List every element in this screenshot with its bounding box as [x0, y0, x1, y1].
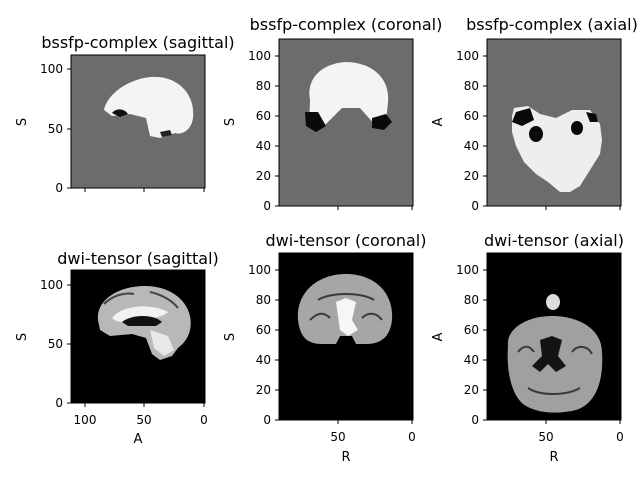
y-tick: 0 — [471, 199, 487, 213]
y-tick: 80 — [256, 79, 279, 93]
x-tick-label: 0 — [408, 430, 416, 444]
y-tick: 60 — [256, 323, 279, 337]
y-tick: 100 — [456, 49, 487, 63]
y-tick: 40 — [256, 139, 279, 153]
y-tick-label: 100 — [40, 62, 63, 76]
panel-title: dwi-tensor (coronal) — [266, 231, 427, 250]
y-tick-label: 60 — [256, 323, 271, 337]
panel-dwi-axial: dwi-tensor (axial) A R 0 20 40 60 80 100… — [431, 231, 624, 465]
y-tick: 80 — [256, 293, 279, 307]
y-tick: 50 — [48, 122, 71, 136]
y-tick-label: 20 — [464, 169, 479, 183]
bright-spot — [546, 294, 560, 310]
y-tick: 50 — [48, 337, 71, 351]
y-tick: 20 — [464, 169, 487, 183]
x-tick: 50 — [136, 403, 151, 427]
y-tick-label: 60 — [464, 109, 479, 123]
y-tick: 20 — [256, 383, 279, 397]
y-tick-label: 50 — [48, 337, 63, 351]
x-tick-label: 100 — [74, 413, 97, 427]
y-tick: 100 — [456, 263, 487, 277]
y-axis-label: A — [431, 117, 446, 126]
x-axis-label: A — [134, 432, 143, 447]
panel-bssfp-sagittal: bssfp-complex (sagittal) S 0 50 100 — [15, 33, 235, 195]
y-tick: 0 — [55, 181, 71, 195]
y-tick-label: 0 — [55, 181, 63, 195]
y-tick: 0 — [55, 396, 71, 410]
y-tick: 20 — [464, 383, 487, 397]
panel-title: bssfp-complex (sagittal) — [41, 33, 234, 52]
y-tick: 60 — [464, 109, 487, 123]
y-tick: 40 — [464, 353, 487, 367]
panel-title: dwi-tensor (axial) — [484, 231, 624, 250]
y-tick-label: 20 — [256, 383, 271, 397]
y-tick-label: 100 — [248, 263, 271, 277]
y-tick-label: 40 — [256, 353, 271, 367]
x-tick-label: 50 — [136, 413, 151, 427]
y-tick-label: 40 — [256, 139, 271, 153]
y-tick-label: 50 — [48, 122, 63, 136]
x-tick: 50 — [538, 420, 553, 444]
x-tick: 0 — [200, 403, 208, 427]
x-tick: 100 — [74, 403, 97, 427]
y-tick: 100 — [248, 263, 279, 277]
y-tick: 100 — [248, 49, 279, 63]
x-tick-label: 0 — [200, 413, 208, 427]
panel-title: bssfp-complex (axial) — [466, 15, 638, 34]
y-axis-label: S — [223, 333, 238, 341]
x-tick: 50 — [330, 420, 345, 444]
y-tick: 80 — [464, 79, 487, 93]
y-tick: 40 — [256, 353, 279, 367]
x-tick-label: 50 — [538, 430, 553, 444]
y-tick-label: 0 — [263, 199, 271, 213]
panel-title: bssfp-complex (coronal) — [250, 15, 443, 34]
y-tick: 60 — [256, 109, 279, 123]
panel-bssfp-coronal: bssfp-complex (coronal) S 0 20 40 60 80 … — [223, 15, 442, 213]
y-tick-label: 100 — [40, 278, 63, 292]
y-axis-label: A — [431, 332, 446, 341]
x-axis-label: R — [341, 450, 350, 465]
y-tick: 20 — [256, 169, 279, 183]
x-tick: 0 — [408, 420, 416, 444]
y-tick-label: 80 — [256, 79, 271, 93]
y-tick: 80 — [464, 293, 487, 307]
y-tick-label: 60 — [256, 109, 271, 123]
y-tick-label: 100 — [248, 49, 271, 63]
y-tick-label: 0 — [471, 413, 479, 427]
panel-dwi-sagittal: dwi-tensor (sagittal) S A 0 50 100 100 5… — [15, 249, 219, 447]
y-tick: 60 — [464, 323, 487, 337]
y-tick-label: 80 — [464, 79, 479, 93]
y-tick-label: 40 — [464, 139, 479, 153]
y-axis-label: S — [15, 333, 30, 341]
y-tick-label: 100 — [456, 49, 479, 63]
y-tick: 0 — [263, 413, 279, 427]
y-tick-label: 80 — [464, 293, 479, 307]
x-tick: 0 — [616, 420, 624, 444]
panel-dwi-coronal: dwi-tensor (coronal) S R 0 20 40 60 80 1… — [223, 231, 426, 465]
y-tick-label: 0 — [55, 396, 63, 410]
signal-void — [529, 126, 543, 142]
panel-bssfp-axial: bssfp-complex (axial) A 0 20 40 60 80 10… — [431, 15, 638, 213]
y-tick: 40 — [464, 139, 487, 153]
y-tick: 100 — [40, 62, 71, 76]
x-tick-label: 50 — [330, 430, 345, 444]
y-axis-label: S — [15, 118, 30, 126]
panel-title: dwi-tensor (sagittal) — [57, 249, 219, 268]
y-tick-label: 20 — [256, 169, 271, 183]
x-tick-label: 0 — [616, 430, 624, 444]
y-axis-label: S — [223, 118, 238, 126]
y-tick-label: 100 — [456, 263, 479, 277]
x-axis-label: R — [549, 450, 558, 465]
y-tick-label: 20 — [464, 383, 479, 397]
y-tick-label: 80 — [256, 293, 271, 307]
y-tick: 0 — [471, 413, 487, 427]
y-tick: 0 — [263, 199, 279, 213]
y-tick-label: 40 — [464, 353, 479, 367]
y-tick-label: 60 — [464, 323, 479, 337]
y-tick-label: 0 — [471, 199, 479, 213]
y-tick-label: 0 — [263, 413, 271, 427]
y-tick: 100 — [40, 278, 71, 292]
signal-void — [571, 121, 583, 135]
